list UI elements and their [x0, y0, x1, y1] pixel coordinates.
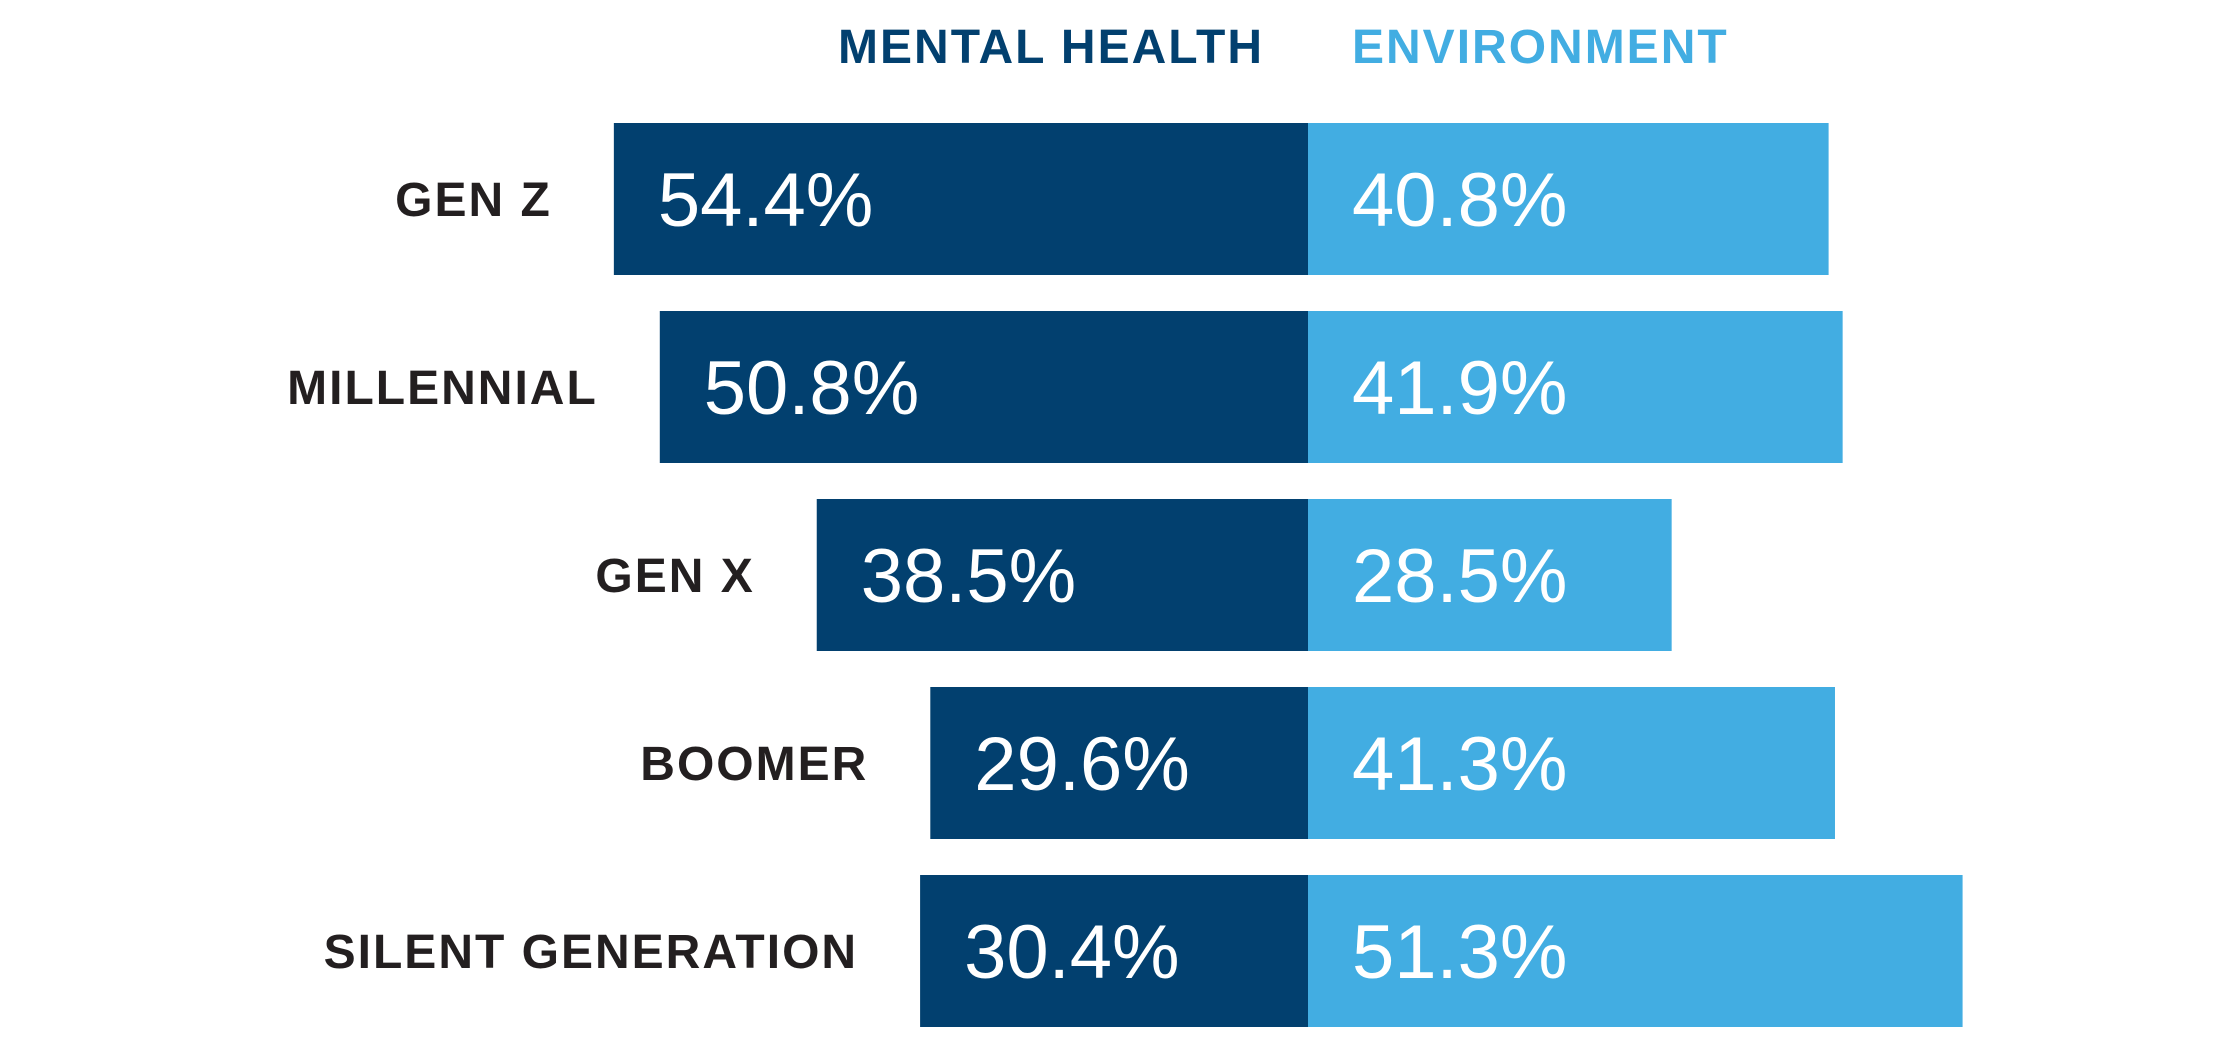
category-label-millennial: MILLENNIAL — [287, 362, 598, 415]
environment-bars — [1308, 123, 1963, 1027]
legend-environment: ENVIRONMENT — [1352, 21, 1729, 74]
value-label-mental-health-boomer: 29.6% — [974, 722, 1189, 807]
category-label-boomer: BOOMER — [640, 738, 868, 791]
category-label-gen-x: GEN X — [595, 550, 754, 603]
value-label-environment-boomer: 41.3% — [1352, 722, 1568, 807]
value-label-mental-health-gen-z: 54.4% — [658, 158, 874, 243]
category-label-gen-z: GEN Z — [395, 174, 552, 227]
bar-environment-silent-generation — [1308, 875, 1963, 1027]
value-label-environment-silent-generation: 51.3% — [1352, 910, 1568, 995]
value-label-mental-health-silent-generation: 30.4% — [964, 910, 1179, 995]
value-label-environment-gen-z: 40.8% — [1352, 158, 1568, 243]
bar-environment-boomer — [1308, 687, 1835, 839]
legend: MENTAL HEALTH ENVIRONMENT — [838, 21, 1729, 74]
value-label-environment-gen-x: 28.5% — [1352, 534, 1568, 619]
bar-environment-gen-x — [1308, 499, 1672, 651]
legend-mental-health: MENTAL HEALTH — [838, 21, 1264, 74]
bar-mental-health-silent-generation — [920, 875, 1308, 1027]
value-label-environment-millennial: 41.9% — [1352, 346, 1568, 431]
bar-mental-health-gen-x — [816, 499, 1308, 651]
bar-environment-millennial — [1308, 311, 1843, 463]
value-label-mental-health-gen-x: 38.5% — [861, 534, 1077, 619]
category-labels: GEN Z MILLENNIAL GEN X BOOMER SILENT GENERAT… — [287, 174, 868, 979]
bar-mental-health-gen-z — [613, 123, 1308, 275]
value-labels: 54.4% 40.8% 50.8% 41.9% 38.5% 28.5% 29.6% 41.3%… — [658, 158, 1568, 995]
bar-mental-health-millennial — [659, 311, 1308, 463]
bar-environment-gen-z — [1308, 123, 1829, 275]
bar-mental-health-boomer — [930, 687, 1308, 839]
value-label-mental-health-millennial: 50.8% — [704, 346, 920, 431]
category-label-silent-generation: SILENT GENERATION — [324, 926, 858, 979]
mental-health-bars — [613, 123, 1308, 1027]
